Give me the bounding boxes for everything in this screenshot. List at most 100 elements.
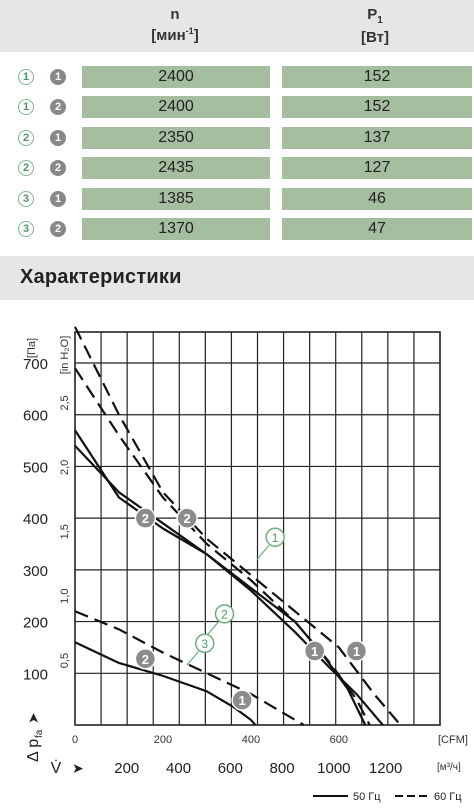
marker-label: 3: [201, 637, 208, 651]
chart-grid: [74, 331, 441, 726]
power-cell: 152: [282, 96, 472, 118]
x-axis-symbol: V̇: [51, 759, 62, 777]
cfm-tick-label: 200: [154, 734, 172, 746]
marker-label: 2: [142, 652, 149, 667]
speed-cell: 1385: [82, 188, 270, 210]
chart-labels: 100 200 300 400 500 600 700 0,5 1,0 1,5 2,0 2,5 [Па]…: [23, 336, 468, 803]
pa-tick-label: 400: [23, 511, 48, 528]
curve-marker-icon: 2: [134, 648, 157, 670]
chart-curves: [74, 326, 402, 726]
marker-label: 1: [353, 644, 360, 659]
speed-cell: 1370: [82, 218, 270, 240]
speed-cell: 2350: [82, 127, 270, 149]
curve-marker-icon: 1: [303, 640, 326, 662]
inh2o-tick-label: 0,5: [59, 653, 71, 668]
y-axis-label: Δ p: [25, 739, 42, 762]
speed-cell: 2400: [82, 96, 270, 118]
power-cell: 137: [282, 127, 472, 149]
curve-marker-icon: 3: [186, 633, 215, 666]
marker-label: 1: [238, 693, 245, 708]
table-row: 1 1 2400 152: [0, 66, 474, 88]
p-unit: [Вт]: [361, 29, 389, 46]
variant-circle-icon: 2: [18, 160, 34, 176]
n-column-header: n [мин-1]: [130, 6, 220, 44]
inh2o-tick-label: 1,5: [59, 524, 71, 539]
inh2o-unit-label: [in H₂O]: [59, 336, 71, 375]
m3h-tick-label: 600: [218, 760, 243, 777]
marker-circle: [176, 507, 198, 529]
version-circle-icon: 1: [50, 191, 66, 207]
inh2o-tick-label: 2,0: [59, 460, 71, 475]
variant-circle-icon: 1: [18, 99, 34, 115]
pa-unit-label: [Па]: [26, 338, 38, 358]
speed-cell: 2435: [82, 157, 270, 179]
marker-circle: [134, 648, 157, 670]
y-axis-sub: fa: [34, 729, 45, 738]
section-title: Характеристики: [20, 266, 182, 288]
power-cell: 46: [282, 188, 472, 210]
cfm-unit-label: [CFM]: [438, 734, 468, 746]
marker-circle: [231, 689, 253, 711]
pa-tick-label: 100: [23, 666, 48, 683]
variant-circle-icon: 1: [18, 69, 34, 85]
speed-cell: 2400: [82, 66, 270, 88]
marker-circle: [345, 640, 368, 662]
curve-marker-icon: 2: [206, 604, 235, 637]
legend-solid-label: 50 Гц: [353, 791, 381, 803]
arrow-icon: ➤: [72, 760, 84, 776]
p-label: P1: [367, 6, 383, 26]
m3h-tick-label: 400: [166, 760, 191, 777]
inh2o-tick-label: 1,0: [59, 589, 71, 604]
marker-circle: [194, 633, 215, 654]
pa-tick-label: 700: [23, 356, 48, 373]
chart-markers: 2 2 1 1 2 1 1 2 3: [134, 507, 368, 711]
curve-3-50hz: [74, 641, 257, 726]
cfm-tick-label: 400: [242, 734, 260, 746]
marker-leader: [256, 544, 270, 560]
curve-marker-icon: 1: [345, 640, 368, 662]
version-circle-icon: 2: [50, 160, 66, 176]
p-column-header: P1 [Вт]: [330, 6, 420, 46]
variant-circle-icon: 3: [18, 221, 34, 237]
n-label: n: [170, 6, 180, 23]
version-circle-icon: 1: [50, 130, 66, 146]
marker-circle: [214, 604, 235, 624]
marker-circle: [303, 640, 326, 662]
curve-3-60hz: [74, 610, 305, 726]
marker-label: 1: [311, 644, 318, 659]
version-circle-icon: 2: [50, 99, 66, 115]
table-row: 2 2 2435 127: [0, 157, 474, 179]
table-row: 3 2 1370 47: [0, 218, 474, 240]
n-unit: [мин-1]: [151, 26, 199, 44]
marker-label: 2: [184, 511, 191, 526]
variant-circle-icon: 3: [18, 191, 34, 207]
inh2o-tick-label: 2,5: [59, 395, 71, 410]
pa-tick-label: 300: [23, 563, 48, 580]
curve-2-60hz: [74, 367, 371, 726]
y-axis-title: Δ pfa ➤: [25, 712, 45, 762]
marker-leader: [206, 621, 219, 637]
cfm-tick-label: 0: [72, 734, 78, 746]
pa-tick-label: 600: [23, 408, 48, 425]
table-row: 1 2 2400 152: [0, 96, 474, 118]
variant-circle-icon: 2: [18, 130, 34, 146]
m3h-tick-label: 800: [270, 760, 295, 777]
curve-marker-icon: 2: [176, 507, 198, 529]
marker-label: 2: [221, 607, 228, 621]
version-circle-icon: 1: [50, 69, 66, 85]
power-cell: 47: [282, 218, 472, 240]
curve-marker-icon: 1: [256, 527, 285, 560]
power-cell: 152: [282, 66, 472, 88]
legend-dashed-label: 60 Гц: [434, 791, 462, 803]
marker-label: 1: [272, 531, 279, 545]
power-cell: 127: [282, 157, 472, 179]
table-row: 2 1 2350 137: [0, 127, 474, 149]
pa-tick-label: 200: [23, 615, 48, 632]
marker-label: 2: [142, 511, 149, 526]
cfm-tick-label: 600: [330, 734, 348, 746]
m3h-tick-label: 1200: [369, 760, 402, 777]
m3h-unit-label: [м³/ч]: [437, 762, 461, 773]
m3h-tick-label: 1000: [317, 760, 350, 777]
pa-tick-label: 500: [23, 459, 48, 476]
